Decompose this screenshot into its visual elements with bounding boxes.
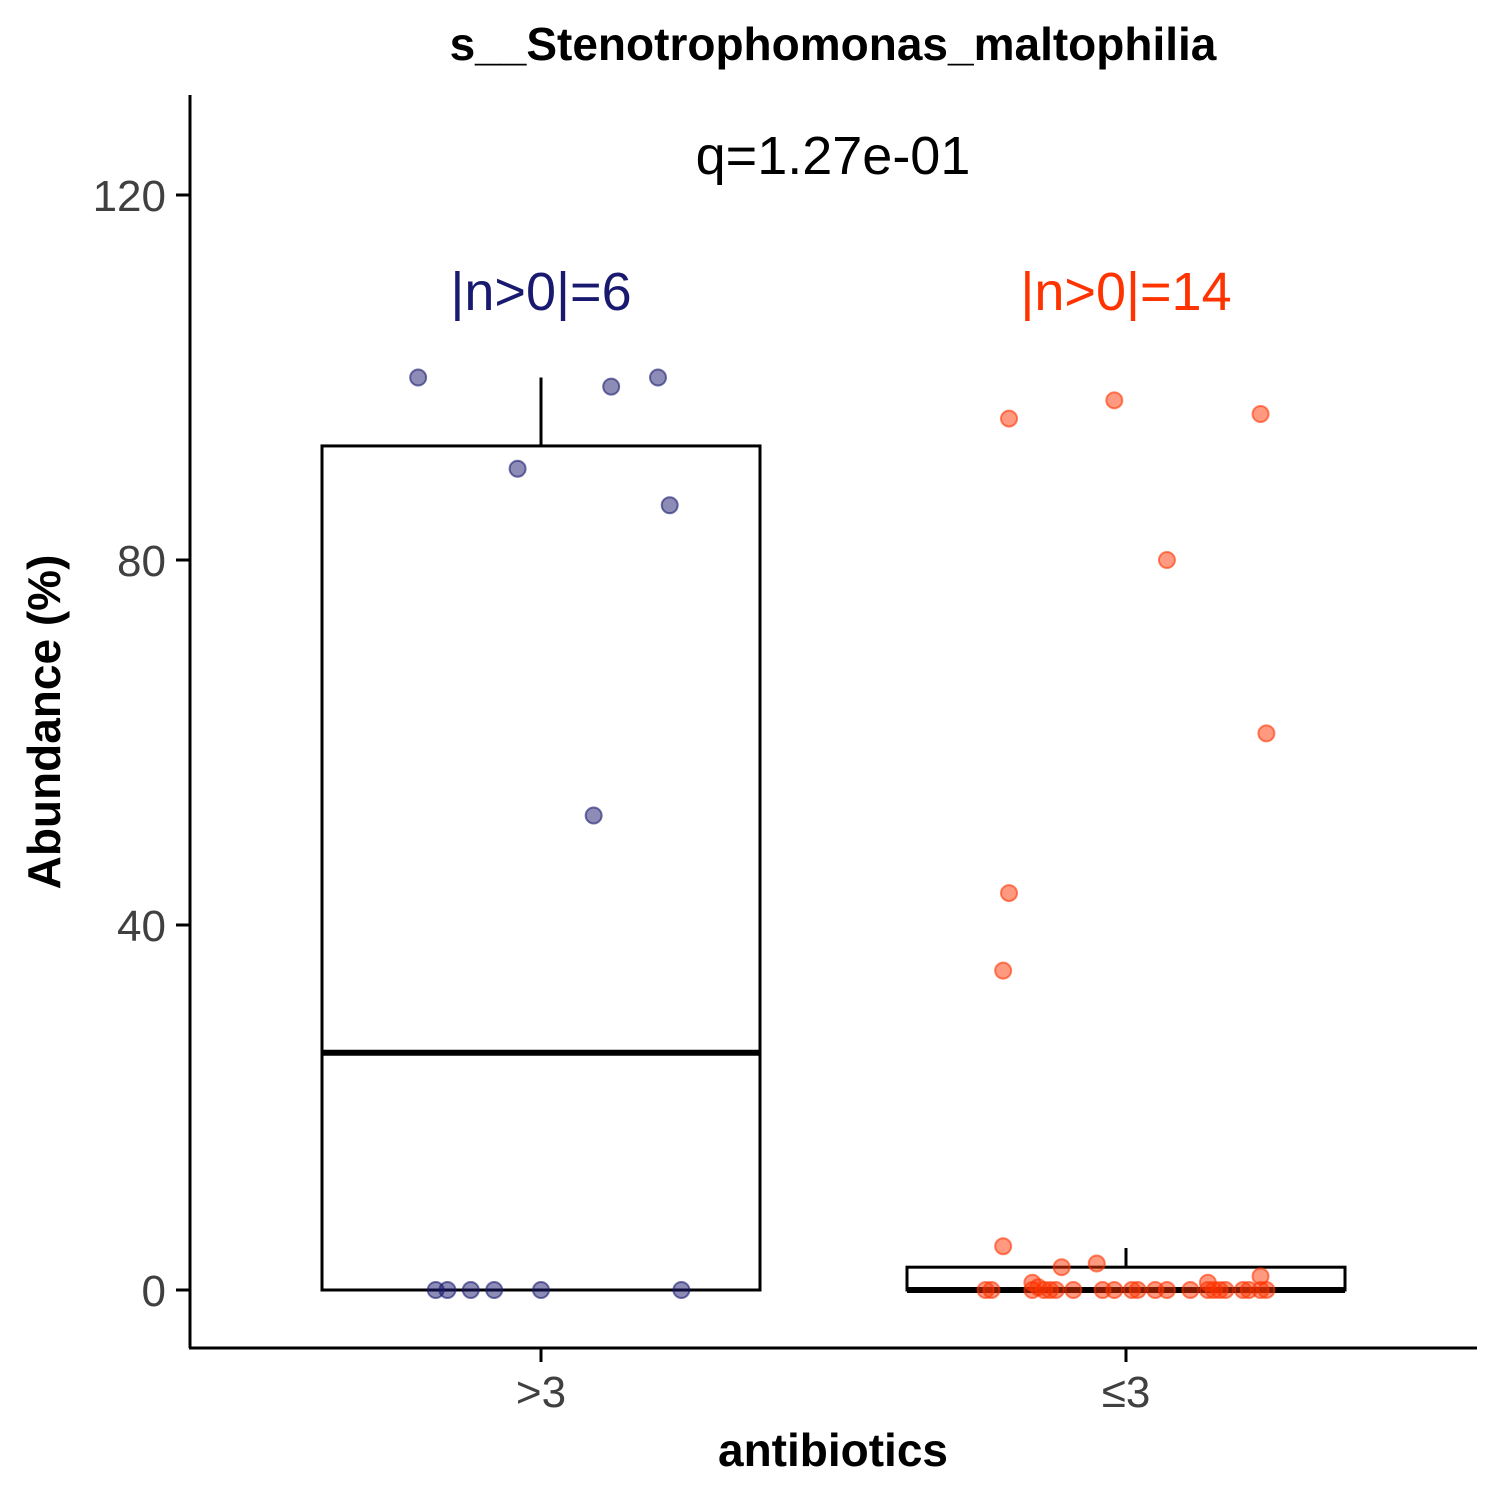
data-point [1064,1281,1083,1299]
y-axis-title: Abundance (%) [18,555,70,890]
data-point [1000,409,1018,428]
data-point [1052,1258,1071,1277]
box-group-le3 [905,391,1347,1299]
data-point [660,496,679,515]
plot-area [320,368,1347,1299]
data-point [1087,1254,1106,1273]
data-point [1157,551,1176,569]
data-point [994,1237,1013,1256]
x-axis-ticks: >3 ≤3 [516,1348,1150,1417]
x-tick-label-le3: ≤3 [1102,1368,1151,1417]
data-point [508,459,527,478]
data-point [649,368,667,387]
chart-title: s__Stenotrophomonas_maltophilia [450,18,1217,70]
data-point [584,806,603,825]
data-point [485,1281,504,1299]
data-point [1181,1281,1200,1299]
data-point [672,1281,691,1299]
x-axis-title: antibiotics [718,1424,948,1476]
data-point [1128,1281,1147,1299]
data-point [438,1281,457,1299]
data-point [982,1281,1001,1299]
y-tick-label: 0 [142,1267,166,1316]
data-point [1251,405,1270,423]
data-point [409,368,428,387]
data-point [532,1281,550,1299]
data-point [461,1281,480,1299]
count-label-le3: |n>0|=14 [1020,262,1231,322]
data-point [1257,1281,1276,1299]
axes: 0 40 80 120 >3 ≤3 [93,95,1477,1417]
data-point [602,377,621,396]
data-point [1046,1281,1065,1299]
data-point [1157,1281,1176,1299]
y-tick-label: 120 [93,172,166,221]
data-point [1000,884,1018,903]
count-label-gt3: |n>0|=6 [450,262,631,322]
data-point [1257,724,1276,743]
y-axis-ticks: 0 40 80 120 [93,172,190,1316]
data-point [1105,391,1124,410]
data-point [1105,1281,1124,1299]
q-value-annotation: q=1.27e-01 [696,126,971,186]
annotation-layer: q=1.27e-01 |n>0|=6 |n>0|=14 [450,126,1231,322]
box-iqr [320,444,762,1292]
data-point [994,961,1013,980]
x-tick-label-gt3: >3 [516,1368,566,1417]
y-tick-label: 40 [117,902,166,951]
y-tick-label: 80 [117,537,166,586]
data-point [1216,1281,1235,1299]
box-group-gt3 [320,368,762,1299]
